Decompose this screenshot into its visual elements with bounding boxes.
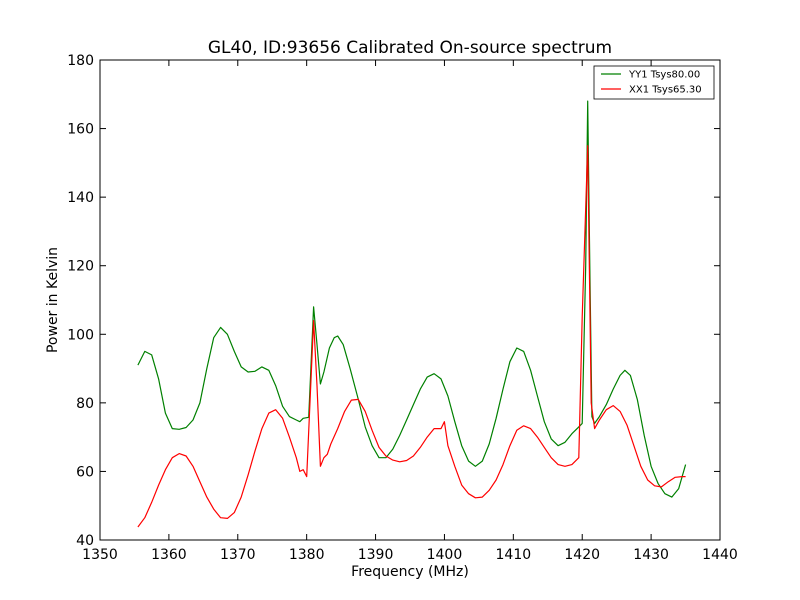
plot-frame — [99, 59, 721, 541]
y-tick-label: 180 — [67, 53, 94, 69]
plot-area — [100, 60, 720, 540]
x-tick-label: 1380 — [289, 547, 325, 563]
y-axis-ticks: 40 60 80 100 120 140 160 180 — [67, 53, 720, 549]
x-tick-label: 1390 — [358, 547, 394, 563]
x-tick-label: 1370 — [220, 547, 256, 563]
y-tick-label: 120 — [67, 259, 94, 275]
x-tick-label: 1410 — [496, 547, 532, 563]
y-tick-label: 80 — [76, 396, 94, 412]
y-tick-label: 160 — [67, 122, 94, 138]
x-axis-ticks: 1350 1360 1370 1380 1390 1400 1410 1420 1430 1440 — [82, 60, 738, 563]
legend: YY1 Tsys80.00 XX1 Tsys65.30 — [593, 65, 715, 100]
legend-label-yy1: YY1 Tsys80.00 — [628, 70, 700, 81]
x-tick-label: 1420 — [564, 547, 600, 563]
y-axis-title: Power in Kelvin — [45, 247, 61, 353]
y-tick-label: 100 — [67, 327, 94, 343]
y-tick-label: 40 — [76, 533, 94, 549]
x-tick-label: 1360 — [151, 547, 187, 563]
chart-title: GL40, ID:93656 Calibrated On-source spec… — [208, 38, 612, 58]
y-tick-label: 140 — [67, 190, 94, 206]
legend-label-xx1: XX1 Tsys65.30 — [629, 85, 702, 96]
x-tick-label: 1430 — [633, 547, 669, 563]
x-tick-label: 1400 — [427, 547, 463, 563]
y-tick-label: 60 — [76, 464, 94, 480]
x-tick-label: 1350 — [82, 547, 118, 563]
series-line-xx1 — [137, 145, 686, 528]
x-tick-label: 1440 — [702, 547, 738, 563]
series-lines — [137, 100, 687, 528]
legend-box — [593, 65, 715, 100]
x-axis-title: Frequency (MHz) — [351, 564, 469, 580]
